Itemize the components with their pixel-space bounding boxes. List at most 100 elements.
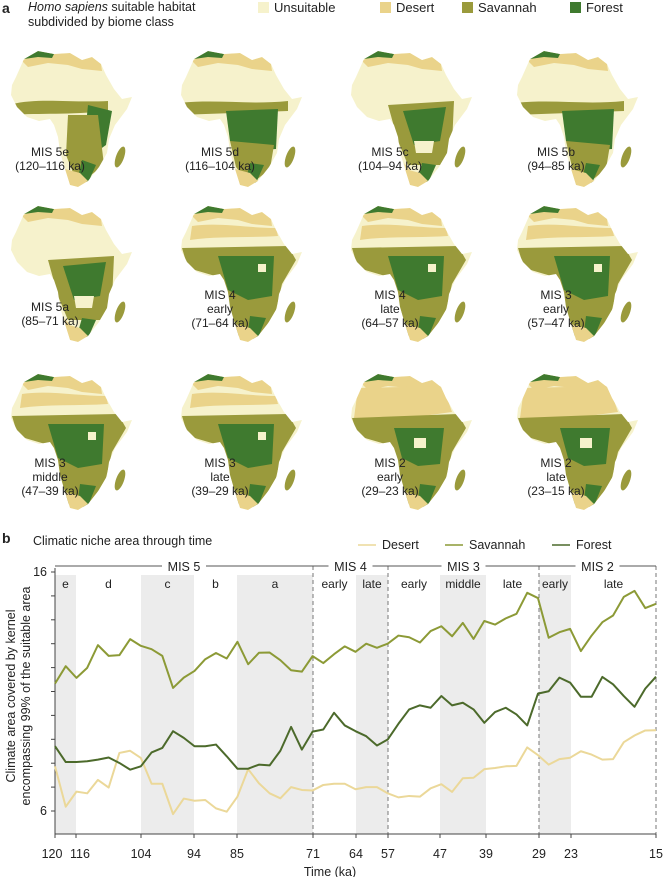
africa-map-image: [11, 374, 132, 510]
substage-label: a: [272, 577, 279, 591]
substage-band: [356, 575, 388, 834]
legend-label: Desert: [396, 0, 435, 15]
substage-band: [141, 575, 194, 834]
panel-b-title: Climatic niche area through time: [33, 534, 213, 548]
africa-map-image: [351, 51, 472, 187]
stage-label-bg: [575, 558, 620, 574]
habitat-map: MIS 5e (120–116 ka): [8, 45, 148, 195]
substage-band: [440, 575, 486, 834]
madagascar-shape: [620, 469, 632, 491]
biome-region-unsuitable: [258, 264, 266, 272]
africa-map-image: [181, 374, 302, 510]
series-line-savannah: [54, 589, 657, 689]
biome-region-unsuitable: [258, 432, 266, 440]
habitat-map: MIS 3 middle (47–39 ka): [8, 368, 148, 518]
habitat-map: MIS 5a (85–71 ka): [8, 200, 148, 350]
madagascar-shape: [114, 146, 126, 168]
map-period-label: MIS 5e (120–116 ka): [15, 145, 85, 173]
biome-region-desert: [190, 392, 278, 408]
substage-label: e: [62, 577, 69, 591]
map-period-label: MIS 4 early (71–64 ka): [191, 288, 249, 330]
africa-map-image: [181, 206, 302, 342]
map-period-label: MIS 5b (94–85 ka): [527, 145, 585, 173]
series-line-desert: [54, 729, 657, 816]
panel-a-title-rest: suitable habitat: [107, 0, 196, 14]
panel-b-letter: b: [2, 530, 11, 546]
biome-region-forest: [226, 109, 278, 151]
panel-a-letter: a: [2, 0, 10, 16]
x-tick-label: 71: [306, 847, 320, 861]
habitat-map: MIS 2 early (29–23 ka): [348, 368, 488, 518]
x-tick-label: 47: [433, 847, 447, 861]
legend-savannah: Savannah: [462, 0, 537, 15]
substage-band: [237, 575, 313, 834]
swatch-desert: [380, 2, 391, 13]
substage-label: late: [503, 577, 523, 591]
biome-region-savannah: [11, 100, 108, 115]
x-tick-label: 23: [564, 847, 578, 861]
biome-region-unsuitable: [74, 296, 94, 308]
y-tick-label: 16: [33, 565, 47, 579]
x-tick-label: 15: [649, 847, 663, 861]
biome-region-forest: [562, 109, 614, 151]
madagascar-shape: [454, 146, 466, 168]
x-tick-label: 85: [230, 847, 244, 861]
biome-region-forest: [403, 107, 446, 145]
x-tick-label: 39: [479, 847, 493, 861]
habitat-map: MIS 3 early (57–47 ka): [514, 200, 654, 350]
swatch-savannah: [462, 2, 473, 13]
map-period-label: MIS 4 late (64–57 ka): [361, 288, 419, 330]
panel-a-title-line2: subdivided by biome class: [28, 15, 174, 29]
substage-label: b: [212, 577, 219, 591]
x-tick-label: 104: [131, 847, 152, 861]
stage-label: MIS 4: [334, 560, 367, 574]
biome-region-savannah: [566, 141, 610, 185]
legend-label: Forest: [586, 0, 623, 15]
africa-map-image: [11, 206, 132, 342]
africa-map-image: [517, 374, 638, 510]
substage-label: middle: [445, 577, 481, 591]
substage-label: c: [165, 577, 171, 591]
swatch-forest: [570, 2, 581, 13]
biome-region-desert: [360, 224, 448, 240]
madagascar-shape: [284, 469, 296, 491]
habitat-map: MIS 4 early (71–64 ka): [178, 200, 318, 350]
substage-label: early: [542, 577, 568, 591]
habitat-map: MIS 4 late (64–57 ka): [348, 200, 488, 350]
map-period-label: MIS 3 middle (47–39 ka): [21, 456, 79, 498]
map-period-label: MIS 3 late (39–29 ka): [191, 456, 249, 498]
map-period-label: MIS 5d (116–104 ka): [185, 145, 255, 173]
africa-map-image: [351, 206, 472, 342]
map-period-label: MIS 5a (85–71 ka): [21, 300, 79, 328]
map-period-label: MIS 3 early (57–47 ka): [527, 288, 585, 330]
biome-region-unsuitable: [428, 264, 436, 272]
habitat-map: MIS 3 late (39–29 ka): [178, 368, 318, 518]
stage-label-bg: [441, 558, 486, 574]
panel-a-title-italic: Homo sapiens: [28, 0, 108, 14]
biome-region-desert: [354, 386, 452, 418]
madagascar-shape: [284, 146, 296, 168]
x-tick-label: 29: [532, 847, 546, 861]
biome-region-unsuitable: [580, 438, 592, 448]
stage-label: MIS 3: [447, 560, 480, 574]
biome-region-unsuitable: [594, 264, 602, 272]
stage-label: MIS 5: [168, 560, 201, 574]
africa-map-image: [181, 51, 302, 187]
africa-map-image: [517, 206, 638, 342]
legend-label-savannah: Savannah: [469, 538, 525, 552]
biome-region-unsuitable: [414, 141, 434, 153]
y-axis-label-line1: Climate area covered by kernel: [4, 610, 18, 783]
biome-region-desert: [190, 224, 278, 240]
legend-forest: Forest: [570, 0, 623, 15]
habitat-map: MIS 5d (116–104 ka): [178, 45, 318, 195]
stage-label-bg: [328, 558, 373, 574]
biome-region-unsuitable: [88, 432, 96, 440]
madagascar-shape: [454, 301, 466, 323]
substage-label: early: [321, 577, 347, 591]
biome-legend: Unsuitable Desert Savannah Forest: [0, 0, 667, 16]
habitat-map: MIS 5c (104–94 ka): [348, 45, 488, 195]
madagascar-shape: [114, 301, 126, 323]
africa-map-image: [517, 51, 638, 187]
x-tick-label: 116: [70, 847, 90, 861]
substage-band: [55, 575, 76, 834]
